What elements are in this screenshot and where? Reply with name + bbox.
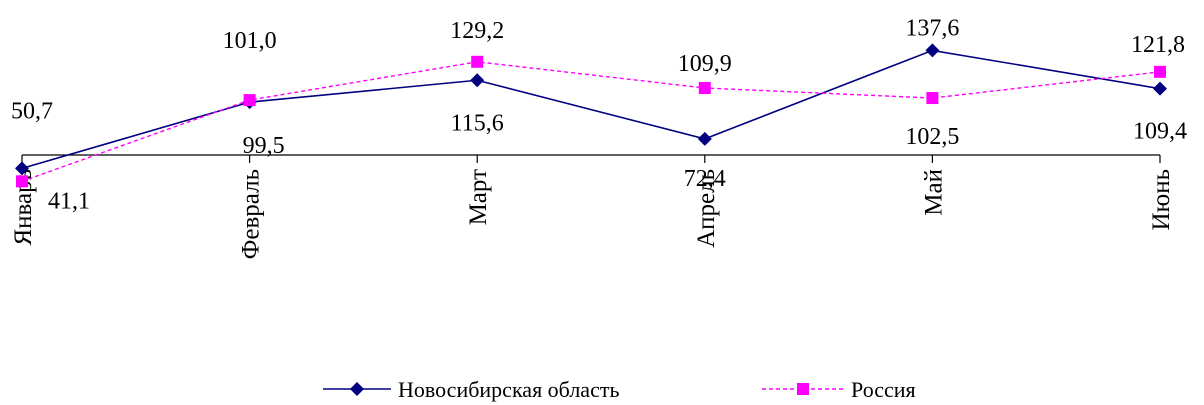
data-point [697, 131, 712, 146]
data-label: 109,4 [1133, 119, 1187, 145]
data-point [926, 92, 939, 105]
legend-label: Новосибирская область [398, 377, 619, 402]
data-point [698, 81, 711, 94]
data-label: 101,0 [223, 28, 277, 54]
data-labels: 50,7 99,5 115,6 72,4 137,6 109,4 41,1 101,0 129,… [11, 15, 1187, 214]
data-label: 50,7 [11, 98, 53, 124]
data-label: 129,2 [450, 18, 504, 44]
series-line [21, 61, 1161, 183]
x-tick-label: Апрель [693, 169, 720, 248]
series-line [21, 49, 1161, 170]
data-point [471, 55, 484, 68]
legend-item: Новосибирская область [323, 377, 619, 402]
x-tick-label: Май [920, 169, 947, 216]
data-label: 137,6 [905, 15, 959, 41]
x-axis: Январь Февраль Март Апрель Май Июнь [10, 154, 1175, 259]
data-point [1153, 81, 1167, 96]
data-label: 109,9 [678, 51, 732, 77]
data-point [15, 161, 29, 176]
legend-marker [797, 383, 809, 395]
x-tick-label: Июнь [1148, 169, 1175, 231]
data-point [1154, 65, 1166, 78]
x-tick-label: Март [465, 169, 492, 225]
data-label: 41,1 [48, 188, 90, 214]
legend-label: Россия [851, 377, 916, 402]
data-label: 115,6 [451, 110, 504, 136]
series-russia [16, 55, 1166, 188]
data-point [16, 175, 28, 188]
legend-marker [350, 382, 364, 396]
series-layer [15, 43, 1167, 188]
data-label: 72,4 [684, 166, 726, 192]
data-label: 102,5 [905, 124, 959, 150]
data-label: 121,8 [1131, 32, 1185, 58]
data-point [243, 94, 256, 107]
legend-item: Россия [762, 377, 916, 402]
legend: Новосибирская область Россия [323, 377, 916, 402]
data-point [925, 43, 940, 58]
data-label: 99,5 [243, 133, 285, 159]
data-point [470, 73, 485, 88]
x-tick-label: Февраль [238, 169, 265, 259]
